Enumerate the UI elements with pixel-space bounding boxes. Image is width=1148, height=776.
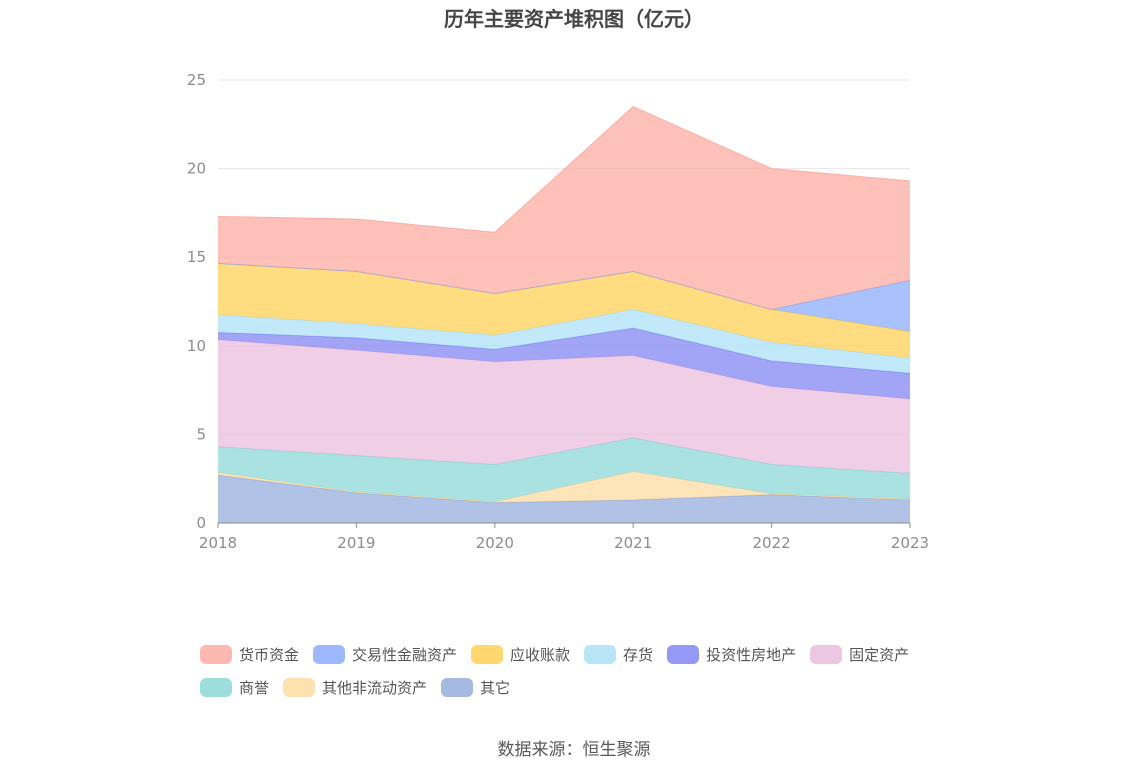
chart-title: 历年主要资产堆积图（亿元） [444,7,704,31]
series-line-2 [217,437,911,474]
y-tick-label: 25 [187,71,206,89]
legend-swatch [667,645,700,664]
x-tick-label: 2021 [614,534,652,552]
series-line-1 [217,471,911,503]
y-tick-label: 0 [196,514,206,532]
legend-label: 其他非流动资产 [322,679,428,697]
source-note: 数据来源：恒生聚源 [497,740,651,760]
legend-item-8[interactable]: 其它 [441,671,510,704]
legend-swatch [441,678,474,697]
x-tick-label: 2020 [476,534,514,552]
plot-area: 0 5 10 15 20 25 2018 2019 2020 2021 2022 2023 [187,71,929,552]
legend-label: 交易性金融资产 [352,646,458,664]
series-line-8 [217,105,911,233]
y-tick-label: 10 [187,337,206,355]
legend-label: 投资性房地产 [706,646,797,664]
legend-label: 其它 [480,679,511,697]
x-tick-label: 2019 [337,534,375,552]
legend-label: 应收账款 [510,646,571,664]
legend-swatch [200,645,232,664]
legend-item-4[interactable]: 投资性房地产 [667,638,796,671]
legend-label: 商誉 [239,679,270,697]
y-tick-label: 15 [187,248,206,266]
legend-item-5[interactable]: 固定资产 [810,638,909,671]
legend-swatch [313,645,346,664]
legend-item-2[interactable]: 应收账款 [471,638,570,671]
series-area-4 [218,328,910,399]
legend-item-3[interactable]: 存货 [584,638,653,671]
legend-swatch [810,645,843,664]
legend-label: 货币资金 [239,646,300,664]
legend-item-7[interactable]: 其他非流动资产 [283,671,427,704]
x-tick-label: 2022 [753,534,791,552]
legend-label: 存货 [623,646,654,664]
legend-item-0[interactable]: 货币资金 [200,638,299,671]
series-area-6 [218,263,910,359]
y-tick-label: 5 [196,425,206,443]
legend-swatch [200,678,232,697]
y-tick-label: 20 [187,160,206,178]
x-tick-label: 2023 [891,534,929,552]
legend-label: 固定资产 [849,646,910,664]
series-area-5 [218,309,910,374]
legend-item-6[interactable]: 商誉 [200,671,269,704]
x-tick-label: 2018 [199,534,237,552]
legend-swatch [584,645,617,664]
legend-item-1[interactable]: 交易性金融资产 [313,638,457,671]
legend-swatch [471,645,504,664]
legend: 货币资金 交易性金融资产 应收账款 存货 投资性房地产 固定资产商誉 其他非流动资产 其它 [200,638,1000,704]
series-area-2 [218,437,910,502]
legend-swatch [283,678,316,697]
series-area-8 [218,106,910,310]
series-area-0 [218,475,910,523]
series-area-3 [218,339,910,474]
